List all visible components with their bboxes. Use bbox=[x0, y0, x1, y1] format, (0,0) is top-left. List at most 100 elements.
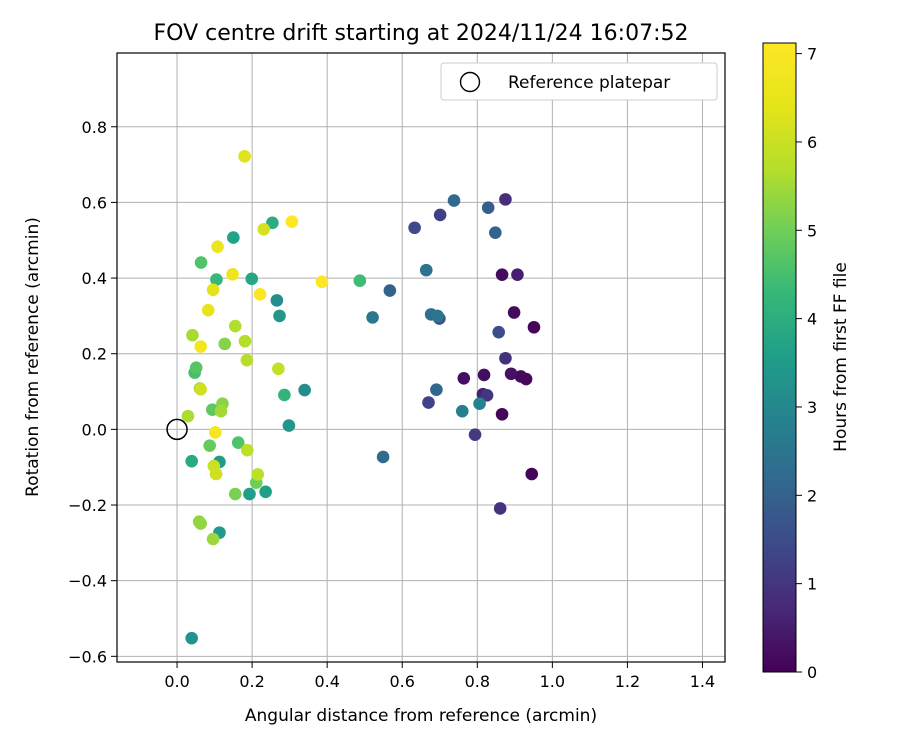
data-point bbox=[376, 450, 390, 464]
data-point bbox=[495, 407, 509, 421]
data-point bbox=[270, 294, 284, 307]
y-axis-label: Rotation from reference (arcmin) bbox=[23, 217, 43, 497]
data-point bbox=[206, 532, 220, 546]
colorbar-label: Hours from first FF file bbox=[831, 262, 851, 452]
data-point bbox=[209, 426, 222, 439]
data-point bbox=[272, 362, 285, 376]
x-axis-ticks: 0.0 0.2 0.4 0.6 0.8 1.0 1.2 1.4 bbox=[164, 662, 715, 691]
x-tick-label: 0.4 bbox=[314, 672, 339, 691]
legend-reference-marker bbox=[459, 71, 481, 93]
data-point bbox=[383, 284, 397, 297]
data-point bbox=[504, 367, 518, 381]
data-point bbox=[468, 428, 482, 441]
data-point bbox=[481, 201, 495, 215]
data-point bbox=[209, 467, 223, 481]
data-point bbox=[525, 467, 539, 481]
y-tick-label: −0.4 bbox=[68, 572, 107, 591]
y-tick-label: 0.6 bbox=[82, 193, 107, 212]
data-point bbox=[194, 517, 207, 530]
colorbar-gradient bbox=[762, 42, 797, 673]
data-point bbox=[181, 409, 195, 423]
data-point bbox=[514, 370, 528, 383]
y-tick-label: 0.8 bbox=[82, 118, 107, 137]
colorbar-tick-label: 2 bbox=[807, 486, 817, 505]
data-point bbox=[228, 319, 242, 333]
colorbar-tick-label: 6 bbox=[807, 133, 817, 152]
x-tick-label: 1.2 bbox=[615, 672, 640, 691]
data-point bbox=[493, 502, 507, 515]
legend-box bbox=[440, 62, 718, 101]
data-point bbox=[245, 272, 259, 286]
data-point bbox=[203, 439, 217, 452]
data-point bbox=[210, 273, 223, 286]
data-point bbox=[194, 382, 207, 396]
data-point bbox=[266, 216, 279, 230]
data-point bbox=[206, 283, 220, 297]
chart-title: FOV centre drift starting at 2024/11/24 … bbox=[154, 21, 689, 46]
data-point bbox=[315, 275, 329, 289]
data-point bbox=[201, 303, 215, 317]
x-tick-label: 0.6 bbox=[390, 672, 415, 691]
grid-lines bbox=[117, 53, 725, 662]
data-point bbox=[353, 274, 367, 288]
data-point bbox=[185, 631, 198, 645]
data-point bbox=[298, 383, 311, 397]
data-point bbox=[366, 311, 379, 324]
colorbar-tick-label: 1 bbox=[807, 575, 817, 594]
colorbar-tick-label: 4 bbox=[807, 310, 817, 329]
x-tick-label: 0.8 bbox=[465, 672, 490, 691]
data-point bbox=[511, 268, 524, 281]
data-point bbox=[455, 404, 469, 418]
data-point bbox=[499, 193, 512, 206]
data-point bbox=[243, 487, 256, 501]
data-point bbox=[527, 320, 541, 334]
data-point bbox=[278, 388, 291, 402]
y-tick-label: 0.0 bbox=[82, 420, 107, 439]
data-point bbox=[185, 454, 198, 468]
data-point bbox=[457, 372, 471, 385]
data-point bbox=[431, 309, 444, 323]
data-point bbox=[473, 397, 486, 410]
colorbar-tick-label: 0 bbox=[807, 663, 817, 682]
data-point bbox=[480, 389, 494, 402]
data-point bbox=[492, 325, 505, 339]
data-point bbox=[231, 436, 245, 449]
data-point bbox=[194, 256, 208, 269]
data-point bbox=[489, 226, 502, 239]
data-point bbox=[251, 468, 265, 481]
data-point bbox=[238, 334, 252, 348]
data-point bbox=[495, 268, 509, 281]
data-point bbox=[211, 240, 224, 253]
data-point bbox=[447, 194, 461, 207]
data-point bbox=[273, 309, 286, 323]
data-point bbox=[433, 208, 447, 222]
reference-platepar-marker bbox=[166, 418, 188, 441]
y-tick-label: −0.2 bbox=[68, 496, 107, 515]
data-point bbox=[259, 485, 272, 499]
data-point bbox=[226, 267, 239, 281]
colorbar-tick-label: 3 bbox=[807, 398, 817, 417]
colorbar: 0 1 2 3 4 5 6 7 Hours from first FF file bbox=[762, 42, 851, 682]
x-axis-label: Angular distance from reference (arcmin) bbox=[245, 706, 597, 726]
y-tick-label: −0.6 bbox=[68, 647, 107, 666]
y-axis-ticks: −0.6 −0.4 −0.2 0.0 0.2 0.4 0.6 0.8 bbox=[68, 118, 117, 666]
data-point bbox=[240, 443, 254, 457]
data-point bbox=[419, 263, 433, 277]
data-point bbox=[240, 353, 254, 367]
x-tick-label: 1.4 bbox=[690, 672, 715, 691]
data-point bbox=[227, 231, 240, 244]
scatter-points bbox=[181, 149, 541, 645]
x-tick-label: 1.0 bbox=[540, 672, 565, 691]
data-point bbox=[285, 215, 299, 229]
data-point bbox=[218, 337, 232, 351]
data-point bbox=[238, 149, 251, 163]
x-tick-label: 0.0 bbox=[164, 672, 189, 691]
data-point bbox=[253, 288, 267, 301]
data-point bbox=[507, 306, 521, 319]
y-tick-label: 0.4 bbox=[82, 269, 107, 288]
colorbar-tick-label: 5 bbox=[807, 221, 817, 240]
x-tick-label: 0.2 bbox=[239, 672, 264, 691]
data-point bbox=[282, 419, 296, 432]
